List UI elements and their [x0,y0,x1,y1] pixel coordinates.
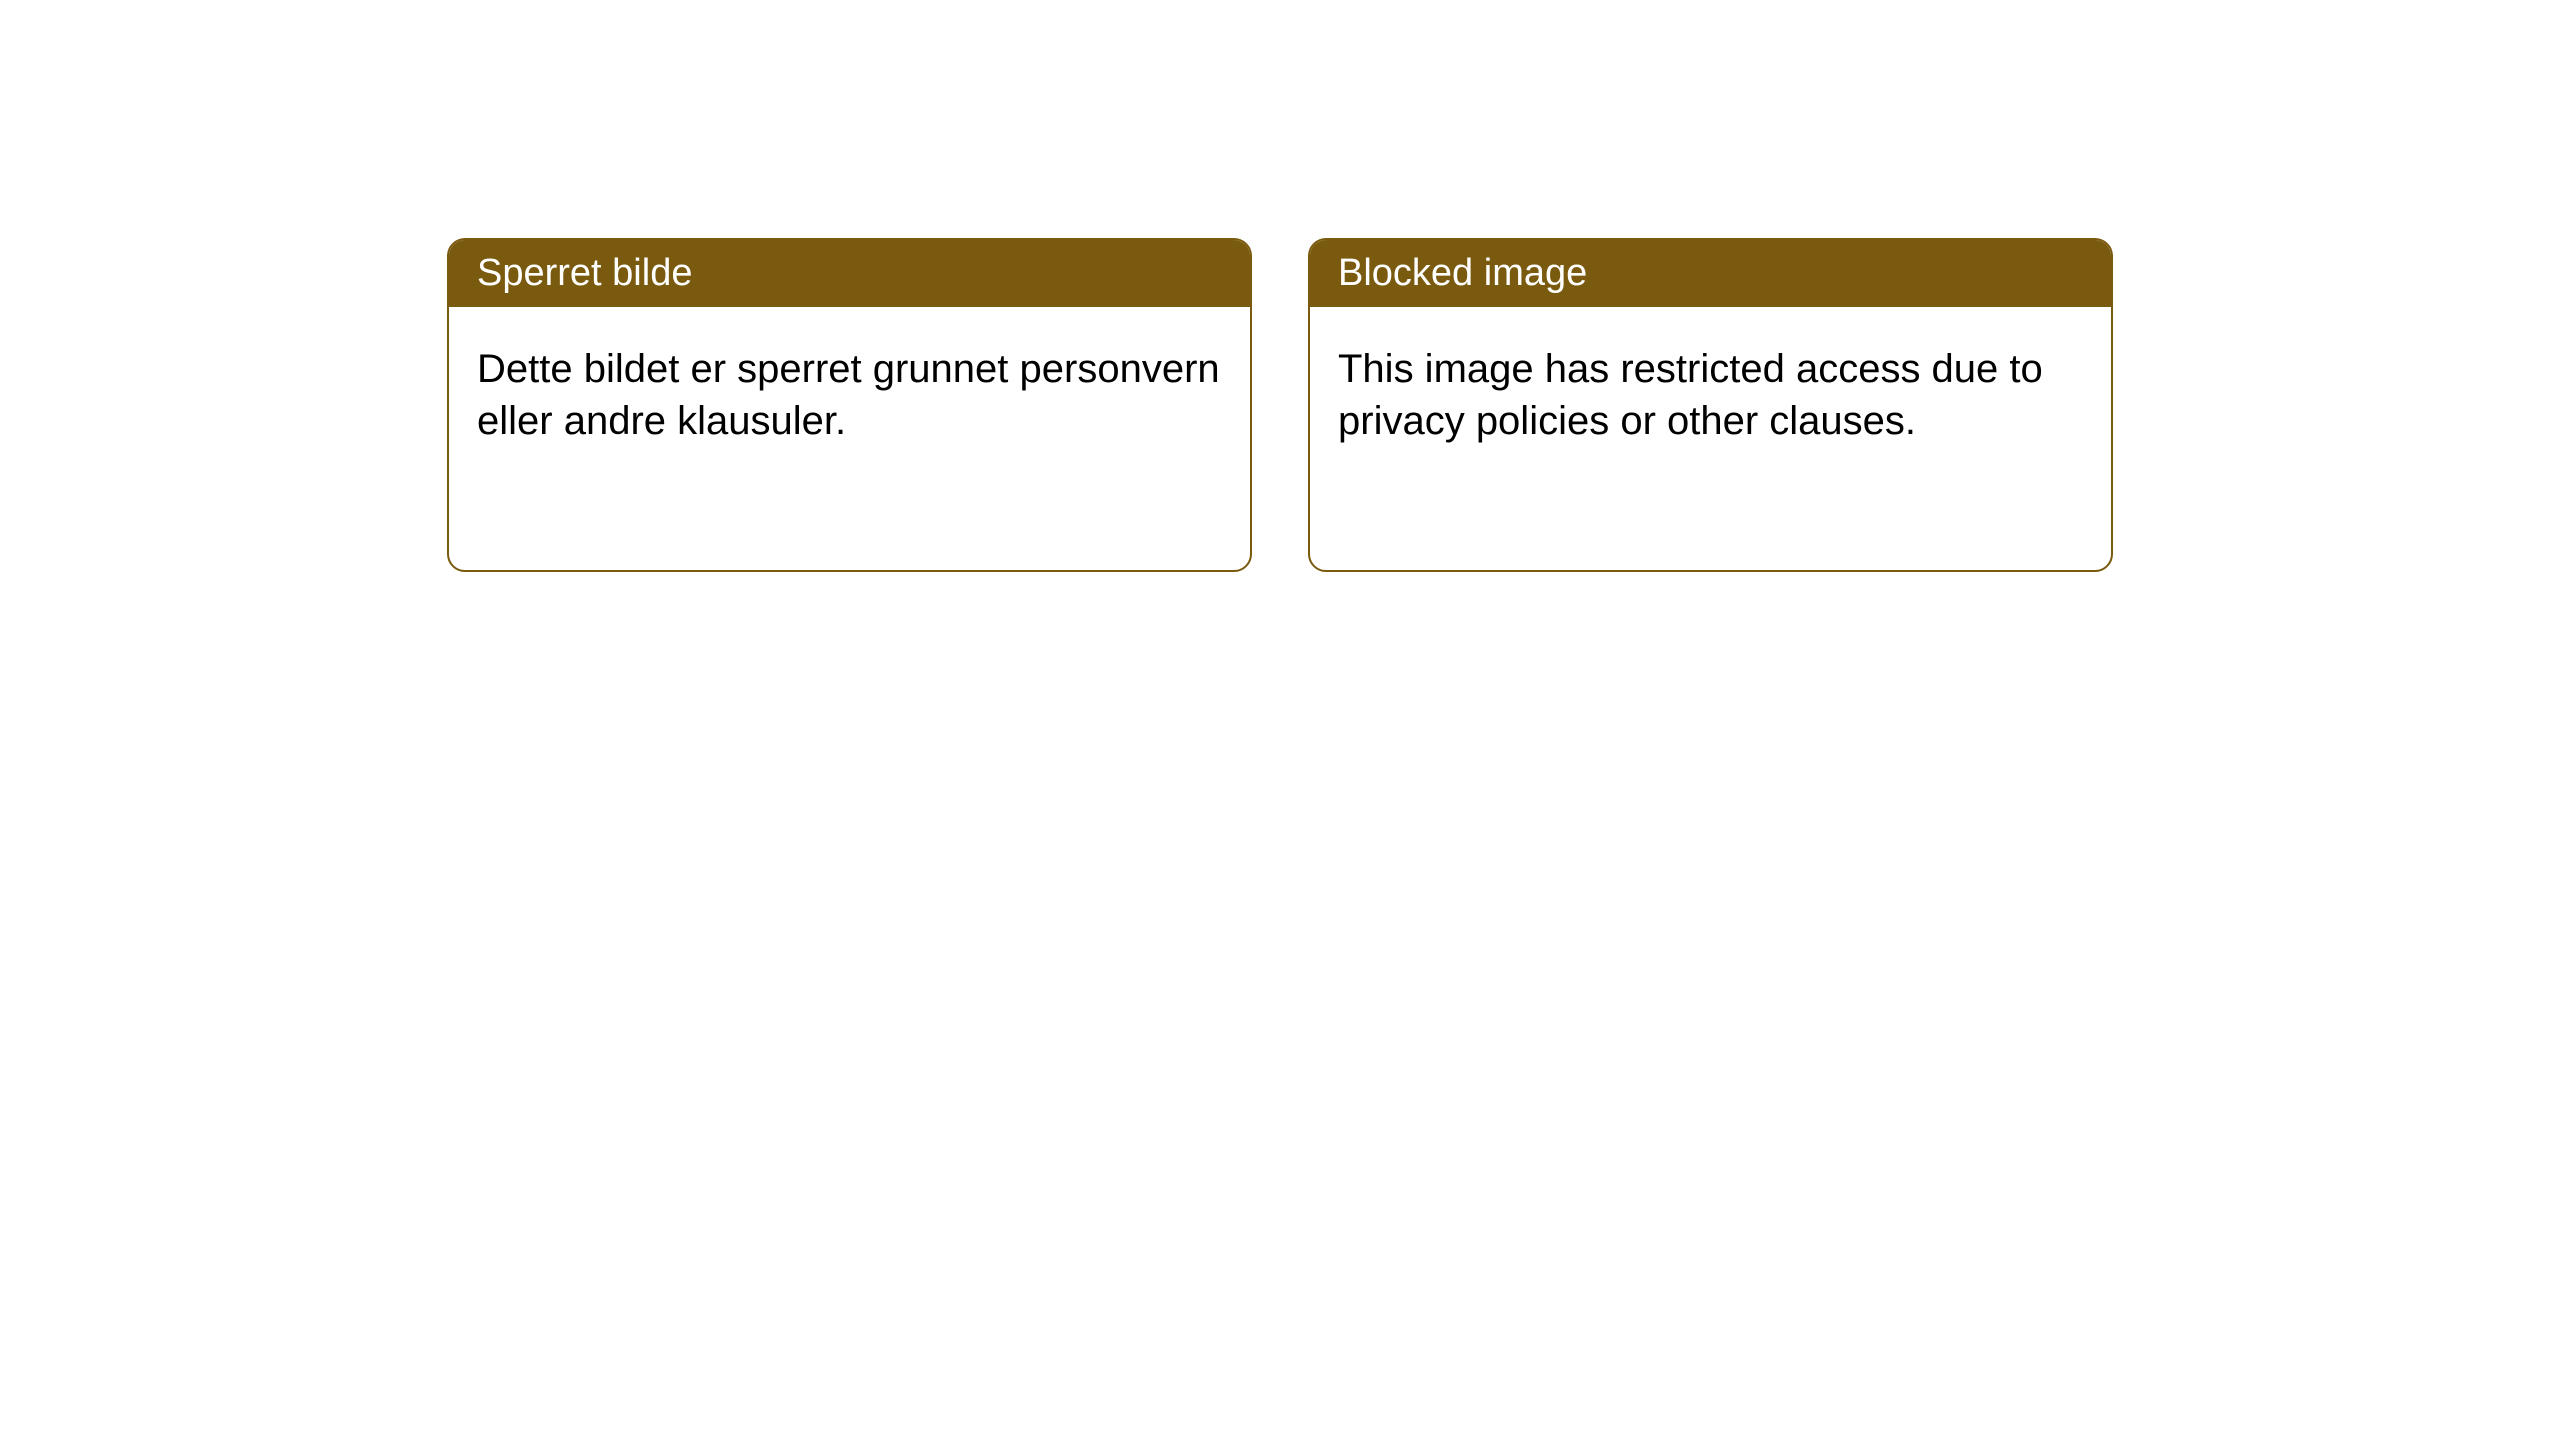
card-header: Blocked image [1310,240,2111,307]
card-message: This image has restricted access due to … [1338,347,2043,443]
card-norwegian: Sperret bilde Dette bildet er sperret gr… [447,238,1252,572]
card-title: Blocked image [1338,252,1587,294]
card-message: Dette bildet er sperret grunnet personve… [477,347,1220,443]
card-title: Sperret bilde [477,252,692,294]
card-container: Sperret bilde Dette bildet er sperret gr… [447,238,2113,572]
card-header: Sperret bilde [449,240,1250,307]
card-body: Dette bildet er sperret grunnet personve… [449,307,1250,483]
card-english: Blocked image This image has restricted … [1308,238,2113,572]
card-body: This image has restricted access due to … [1310,307,2111,483]
